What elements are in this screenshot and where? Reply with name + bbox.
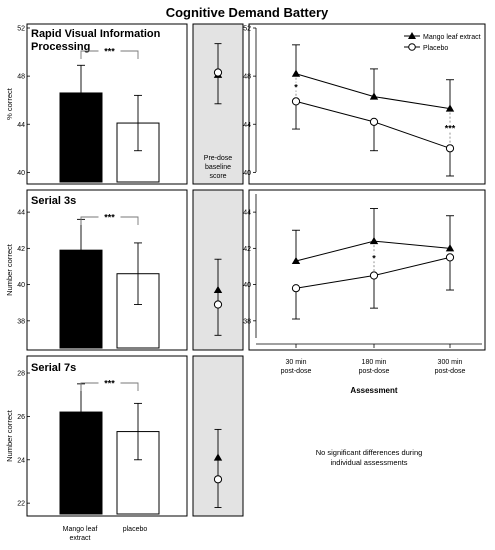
serial3-time-sig-label: * — [372, 253, 376, 263]
serial3-bars-ytick-label: 38 — [17, 318, 25, 325]
serial7-bars-ytick-label: 28 — [17, 371, 25, 378]
serial3-time-placebo-point — [445, 253, 455, 262]
tick-label-30min-2: post-dose — [281, 368, 312, 375]
serial3-bars-ytick-label: 42 — [17, 246, 25, 253]
rvip-bars-ytick-label: 52 — [17, 26, 25, 33]
bar-xlabel-mango-1: Mango leaf — [63, 526, 98, 533]
rvip-time-placebo-point — [291, 97, 301, 106]
note-line-1: No significant differences during — [316, 448, 423, 457]
serial7-baseline-mango-point — [213, 453, 223, 461]
serial3-time-placebo-point — [369, 271, 379, 280]
legend-placebo-marker — [408, 43, 416, 51]
rvip-bars-sig-label: *** — [104, 47, 115, 57]
serial3-time-ytick-label: 38 — [243, 318, 251, 325]
tick-label-180min-2: post-dose — [359, 368, 390, 375]
rvip-time-sig-bg — [287, 82, 305, 91]
note-line-2: individual assessments — [330, 458, 407, 467]
serial7-bars-ytick-label: 26 — [17, 414, 25, 421]
tick-label-30min-1: 30 min — [285, 359, 306, 366]
rvip-bars-sig-bg — [98, 46, 121, 55]
serial3-time-mango-point — [369, 236, 379, 245]
serial7-bars-sig-label: *** — [104, 379, 115, 389]
rvip-baseline-placebo-point — [213, 68, 223, 77]
rvip-bars-ytick-label: 44 — [17, 122, 25, 129]
rvip-time-placebo-point — [445, 144, 455, 153]
serial3-baseline-placebo-point — [213, 300, 223, 309]
serial3-bars-sig-label: *** — [104, 213, 115, 223]
rvip-time-ytick-label: 40 — [243, 170, 251, 177]
pre-dose-label-1: Pre-dose — [204, 155, 233, 162]
serial3-title: Serial 3s — [31, 195, 76, 207]
serial3-time-placebo-point — [291, 284, 301, 293]
serial7-bars-ytick-label: 22 — [17, 501, 25, 508]
serial3-time-mango-point — [445, 244, 455, 252]
serial7-bars-bar-mango — [59, 411, 103, 515]
bar-xlabel-mango-2: extract — [69, 535, 90, 542]
rvip-title-line1: Rapid Visual Information — [31, 28, 161, 40]
rvip-time-ytick-label: 48 — [243, 74, 251, 81]
serial7-baseline-placebo-point — [213, 475, 223, 484]
serial3-bars-sig-bg — [98, 212, 121, 221]
legend-mango-label: Mango leaf extract — [423, 34, 481, 41]
rvip-time-mango-point — [369, 92, 379, 100]
serial3-bars-ytick-label: 44 — [17, 210, 25, 217]
serial3-time-frame — [248, 189, 486, 351]
tick-label-180min-1: 180 min — [362, 359, 387, 366]
serial3-time-ytick-label: 42 — [243, 246, 251, 253]
chart-marks: 40 44 48 52 *** 38 40 42 44 *** 22 24 26 28 *** 40 44 48 5… — [17, 26, 482, 515]
rvip-time-frame — [248, 23, 486, 185]
serial7-title: Serial 7s — [31, 362, 76, 374]
rvip-title-line2: Processing — [31, 41, 90, 53]
serial3-ylabel: Number correct — [5, 243, 14, 296]
serial3-time-ytick-label: 44 — [243, 210, 251, 217]
serial3-bars-ytick-label: 40 — [17, 282, 25, 289]
tick-label-300min-2: post-dose — [435, 368, 466, 375]
serial7-bars-sig-bg — [98, 378, 121, 387]
rvip-time-mango-point — [291, 69, 301, 77]
rvip-time-sig-label: *** — [445, 123, 456, 133]
rvip-ylabel: % correct — [5, 87, 14, 120]
legend-mango-marker — [408, 32, 416, 39]
time-axis-labels: 30 min post-dose 180 min post-dose 300 m… — [281, 359, 466, 395]
rvip-bars-ytick-label: 48 — [17, 74, 25, 81]
tick-label-300min-1: 300 min — [438, 359, 463, 366]
serial3-bars-bar-mango — [59, 249, 103, 349]
rvip-bars-bar-mango — [59, 92, 103, 183]
bar-xlabel-placebo: placebo — [123, 526, 148, 533]
pre-dose-label-2: baseline — [205, 164, 231, 171]
rvip-time-placebo-point — [369, 117, 379, 126]
x-axis-title: Assessment — [350, 386, 397, 395]
rvip-time-sig-bg — [441, 123, 459, 132]
rvip-time-sig-label: * — [294, 83, 298, 93]
rvip-bars-ytick-label: 40 — [17, 170, 25, 177]
serial7-ylabel: Number correct — [5, 409, 14, 462]
serial3-baseline-mango-point — [213, 285, 223, 294]
rvip-time-mango-point — [445, 104, 455, 112]
serial3-time-ytick-label: 40 — [243, 282, 251, 289]
serial3-time-sig-bg — [365, 253, 383, 262]
pre-dose-label-3: score — [209, 173, 226, 180]
rvip-time-ytick-label: 52 — [243, 26, 251, 33]
serial3-time-mango-point — [291, 256, 301, 265]
figure-title: Cognitive Demand Battery — [166, 5, 329, 20]
legend: Mango leaf extract Placebo — [404, 32, 481, 52]
rvip-time-ytick-label: 44 — [243, 122, 251, 129]
legend-placebo-label: Placebo — [423, 45, 448, 52]
serial7-bars-ytick-label: 24 — [17, 457, 25, 464]
